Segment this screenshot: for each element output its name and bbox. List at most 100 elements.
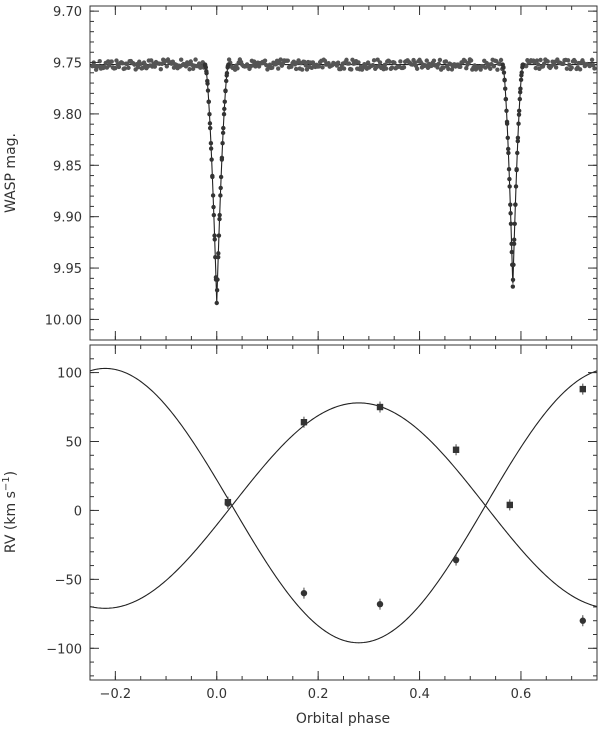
- primary-eclipse-point: [217, 212, 222, 218]
- bottom-y-axis-title-close: ): [3, 471, 19, 476]
- photometry-point: [116, 64, 122, 70]
- photometry-point: [341, 66, 347, 71]
- photometry-point: [262, 58, 268, 63]
- photometry-point: [178, 57, 184, 62]
- primary-eclipse-point: [223, 88, 228, 93]
- secondary-eclipse-point: [519, 70, 524, 75]
- rv-point-primary: [452, 446, 460, 453]
- photometry-point: [436, 61, 441, 66]
- photometry-point: [377, 60, 383, 65]
- photometry-point: [349, 67, 354, 72]
- bottom-y-tick-label: 50: [65, 436, 82, 451]
- primary-eclipse-point: [215, 277, 220, 282]
- photometry-point: [592, 66, 597, 71]
- bottom-y-tick-label: −50: [55, 573, 82, 588]
- secondary-eclipse-point: [503, 86, 508, 91]
- photometry-point: [365, 60, 371, 65]
- photometry-point: [256, 64, 262, 69]
- primary-eclipse-point: [221, 125, 226, 131]
- top-y-tick-label: 9.95: [53, 262, 82, 277]
- primary-eclipse-point: [209, 157, 214, 162]
- secondary-eclipse-point: [508, 202, 513, 207]
- photometry-point: [507, 176, 512, 182]
- bottom-model-group: [89, 367, 598, 644]
- photometry-point: [217, 216, 222, 222]
- photometry-point: [186, 62, 191, 67]
- secondary-eclipse-point: [516, 121, 521, 126]
- photometry-point: [207, 121, 213, 126]
- primary-eclipse-point: [206, 99, 211, 104]
- rv-point-primary: [300, 419, 308, 426]
- photometry-point: [187, 67, 192, 72]
- secondary-eclipse-point: [508, 221, 514, 227]
- secondary-eclipse-point: [506, 167, 512, 172]
- photometry-point: [289, 64, 294, 69]
- photometry-point: [126, 65, 131, 71]
- primary-eclipse-point: [207, 112, 212, 117]
- photometry-point: [441, 65, 446, 70]
- primary-eclipse-point: [208, 141, 214, 146]
- rv-model-primary: [89, 402, 598, 609]
- photometry-point: [545, 59, 550, 64]
- photometry-point: [211, 204, 216, 210]
- primary-eclipse-point: [226, 62, 231, 67]
- photometry-point: [495, 67, 500, 72]
- photometry-point: [299, 67, 305, 72]
- bottom-axis-ticks: −100 −50 0 50 100 −0.2 0.0 0.2 0.4 0.6: [46, 344, 598, 702]
- photometry-point: [517, 89, 523, 95]
- secondary-eclipse-point: [502, 77, 507, 83]
- photometry-point: [561, 61, 566, 67]
- bottom-y-tick-label: −100: [46, 642, 82, 657]
- secondary-eclipse-point: [510, 284, 516, 289]
- photometry-point: [443, 59, 449, 64]
- primary-eclipse-point: [216, 254, 221, 260]
- top-y-tick-label: 9.85: [53, 159, 82, 174]
- photometry-point: [356, 60, 361, 65]
- primary-eclipse-point: [203, 65, 209, 70]
- photometry-point: [567, 62, 572, 67]
- top-y-axis-title: WASP mag.: [3, 133, 19, 213]
- photometry-point: [278, 57, 283, 62]
- bottom-y-axis-title: RV (km s−1): [1, 471, 19, 553]
- photometry-point: [533, 65, 538, 71]
- photometry-point: [458, 64, 463, 70]
- photometry-point: [468, 58, 474, 63]
- photometry-point: [273, 62, 279, 67]
- photometry-point: [346, 61, 352, 66]
- photometry-point: [389, 65, 395, 70]
- photometry-point: [218, 185, 223, 191]
- photometry-point: [113, 65, 118, 71]
- photometry-point: [564, 66, 570, 71]
- photometry-point: [222, 106, 227, 112]
- secondary-eclipse-point: [512, 221, 517, 227]
- photometry-point: [220, 130, 226, 136]
- secondary-eclipse-point: [504, 121, 510, 126]
- photometry-point: [216, 251, 221, 256]
- photometry-point: [316, 64, 322, 69]
- photometry-point: [212, 237, 217, 242]
- photometry-point: [193, 57, 198, 62]
- photometry-point: [509, 249, 515, 255]
- photometry-point: [510, 277, 516, 282]
- bottom-panel-frame: [89, 344, 598, 681]
- rv-point-primary: [506, 501, 513, 509]
- rv-point-primary: [376, 403, 384, 411]
- secondary-eclipse-point: [506, 150, 511, 156]
- photometry-point: [553, 65, 559, 70]
- primary-eclipse-point: [221, 112, 227, 117]
- rv-point-secondary: [224, 500, 232, 507]
- bottom-x-tick-label: 0.6: [511, 687, 532, 702]
- secondary-eclipse-point: [511, 262, 516, 267]
- photometry-point: [208, 146, 214, 151]
- photometry-point: [276, 66, 281, 71]
- rv-model-secondary: [89, 367, 598, 644]
- primary-eclipse-point: [214, 300, 219, 306]
- photometry-point: [506, 146, 511, 152]
- primary-eclipse-point: [205, 88, 211, 93]
- photometry-point: [516, 112, 522, 117]
- secondary-eclipse-point: [504, 108, 509, 113]
- photometry-point: [424, 58, 429, 63]
- rv-point-primary: [579, 385, 587, 393]
- rv-point-secondary: [376, 600, 384, 608]
